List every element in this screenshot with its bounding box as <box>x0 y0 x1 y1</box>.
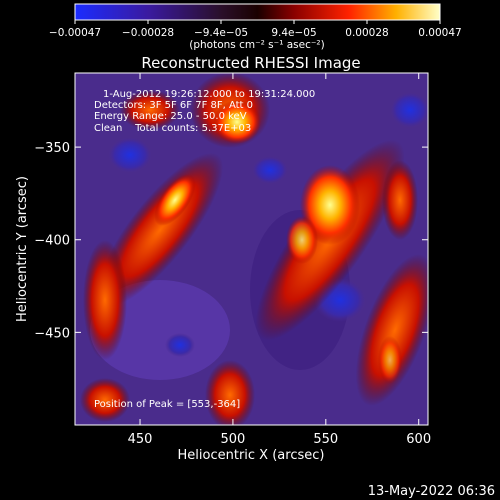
annotation-energy: Energy Range: 25.0 - 50.0 keV <box>94 111 247 122</box>
x-tick-label: 500 <box>221 432 246 447</box>
colorbar-label: (photons cm⁻² s⁻¹ asec⁻²) <box>189 39 324 51</box>
x-axis-label: Heliocentric X (arcsec) <box>178 448 325 463</box>
annotation-time-range: 1-Aug-2012 19:26:12.000 to 19:31:24.000 <box>103 89 315 100</box>
annotation-clean: Clean Total counts: 5.37E+03 <box>94 123 251 134</box>
colorbar-tick-label: −9.4e−05 <box>194 27 248 39</box>
plot-frame <box>74 72 429 426</box>
colorbar-tick-label: −0.00028 <box>122 27 174 39</box>
chart-title: Reconstructed RHESSI Image <box>141 54 360 72</box>
x-axis-ticks: 450 500 550 600 <box>128 73 431 447</box>
y-tick-label: −450 <box>34 326 70 341</box>
colorbar-tick-label: −0.00047 <box>49 27 101 39</box>
annotation-peak: Position of Peak = [553,-364] <box>94 399 240 410</box>
colorbar-ticks: −0.00047 −0.00028 −9.4e−05 9.4e−05 0.00028 0.… <box>49 20 462 39</box>
x-tick-label: 600 <box>406 432 431 447</box>
x-tick-label: 550 <box>313 432 338 447</box>
colorbar <box>75 4 440 20</box>
annotation-detectors: Detectors: 3F 5F 6F 7F 8F, Att 0 <box>94 100 253 111</box>
y-axis-ticks: −350 −400 −450 <box>34 141 428 341</box>
colorbar-tick-label: 0.00047 <box>418 27 461 39</box>
heatmap-image <box>75 73 428 425</box>
y-tick-label: −400 <box>34 234 70 249</box>
footer-date: 13-May-2022 06:36 <box>368 484 495 499</box>
colorbar-tick-label: 9.4e−05 <box>271 27 316 39</box>
y-axis-label: Heliocentric Y (arcsec) <box>15 176 30 322</box>
colorbar-tick-label: 0.00028 <box>345 27 388 39</box>
x-tick-label: 450 <box>128 432 153 447</box>
y-tick-label: −350 <box>34 141 70 156</box>
